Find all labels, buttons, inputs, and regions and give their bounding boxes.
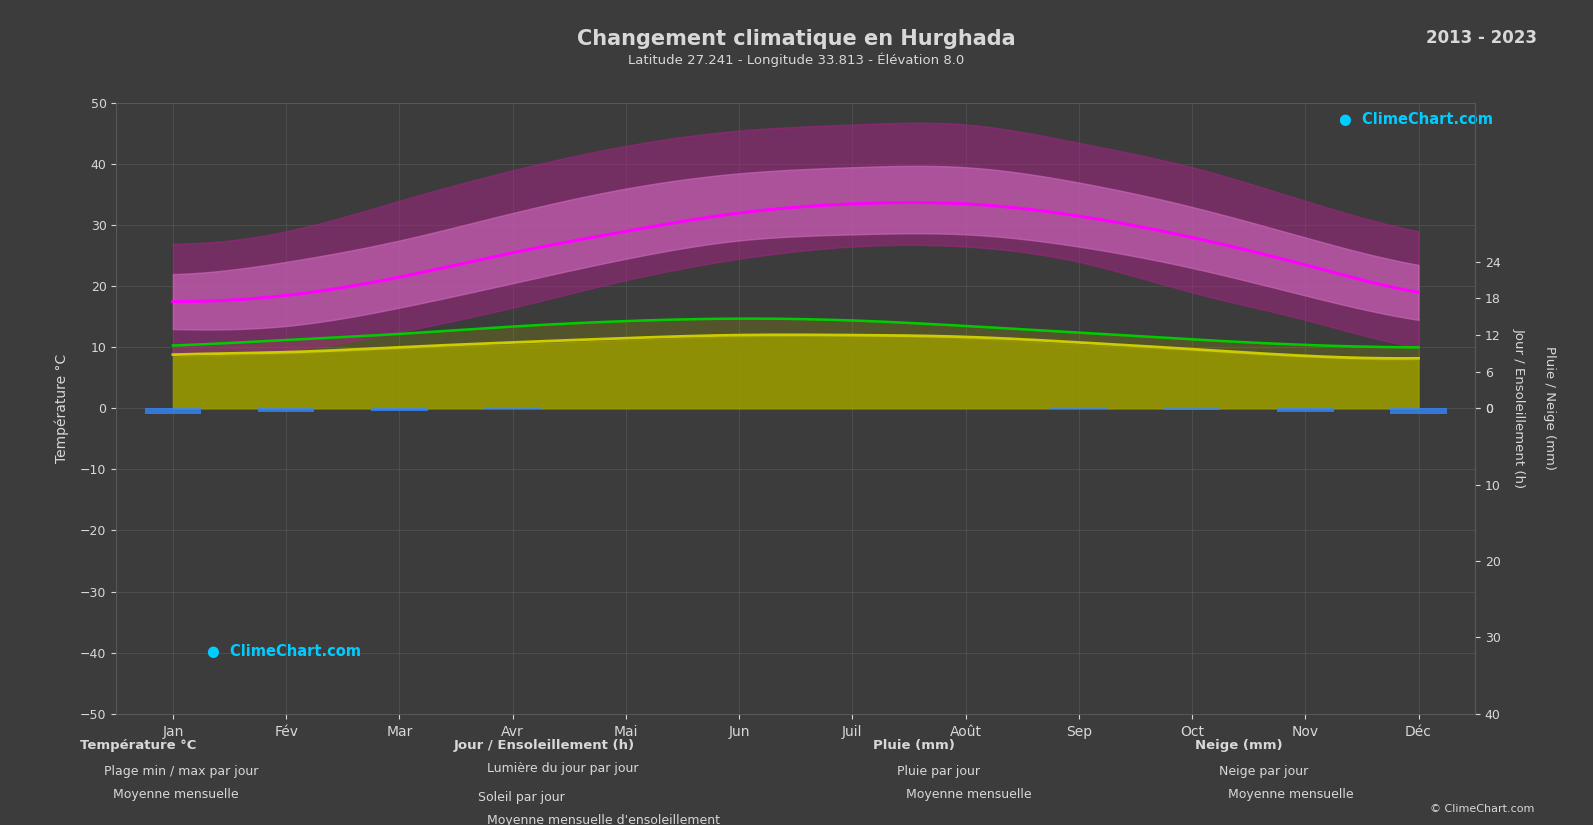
Bar [1391,408,1446,414]
Text: Température °C: Température °C [80,739,196,752]
Text: Latitude 27.241 - Longitude 33.813 - Élévation 8.0: Latitude 27.241 - Longitude 33.813 - Élé… [628,53,965,68]
Text: Jour / Ensoleillement (h): Jour / Ensoleillement (h) [454,739,636,752]
Text: Neige (mm): Neige (mm) [1195,739,1282,752]
Text: Pluie par jour: Pluie par jour [897,765,980,778]
Y-axis label: Température °C: Température °C [54,354,68,463]
Text: Moyenne mensuelle: Moyenne mensuelle [1228,788,1354,801]
Bar [258,408,314,412]
Text: © ClimeChart.com: © ClimeChart.com [1429,804,1534,814]
Y-axis label: Jour / Ensoleillement (h): Jour / Ensoleillement (h) [1513,328,1526,488]
Text: 2013 - 2023: 2013 - 2023 [1426,29,1537,47]
Text: Moyenne mensuelle: Moyenne mensuelle [113,788,239,801]
Bar [145,408,201,414]
Text: Lumière du jour par jour: Lumière du jour par jour [487,761,639,775]
Text: Plage min / max par jour: Plage min / max par jour [104,765,258,778]
Text: Moyenne mensuelle: Moyenne mensuelle [906,788,1032,801]
Text: Neige par jour: Neige par jour [1219,765,1308,778]
Text: ●  ClimeChart.com: ● ClimeChart.com [207,644,362,658]
Bar [1164,408,1220,410]
Text: Moyenne mensuelle d'ensoleillement: Moyenne mensuelle d'ensoleillement [487,814,720,825]
Text: Pluie (mm): Pluie (mm) [873,739,954,752]
Text: ●  ClimeChart.com: ● ClimeChart.com [1340,112,1493,128]
Text: Soleil par jour: Soleil par jour [478,791,564,804]
Bar [1278,408,1333,412]
Bar [371,408,427,411]
Y-axis label: Pluie / Neige (mm): Pluie / Neige (mm) [1544,346,1556,470]
Text: Changement climatique en Hurghada: Changement climatique en Hurghada [577,29,1016,49]
